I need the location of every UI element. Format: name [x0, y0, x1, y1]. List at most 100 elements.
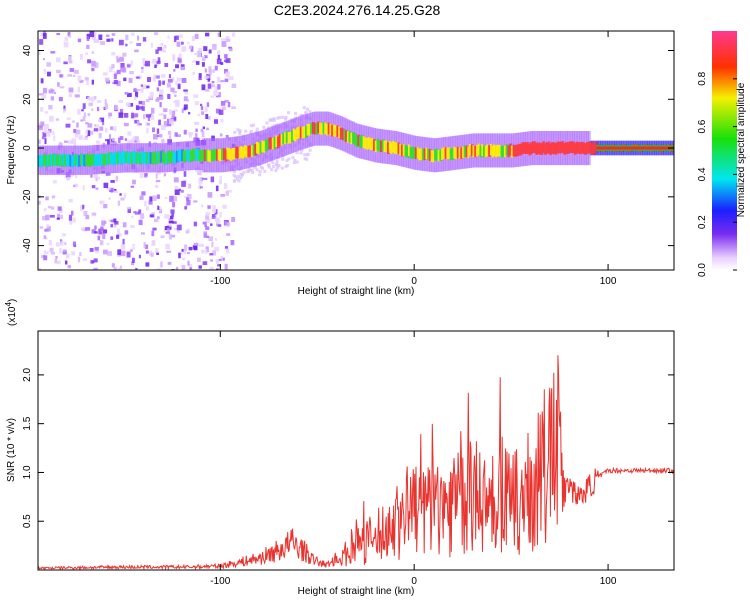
noise-speckle [272, 117, 276, 121]
noise-speckle [49, 247, 54, 253]
noise-speckle [222, 204, 227, 209]
noise-speckle [206, 235, 209, 238]
noise-speckle [67, 74, 72, 77]
noise-speckle [95, 187, 99, 190]
ridge-cell [336, 125, 340, 138]
ridge-cell [409, 147, 413, 159]
noise-speckle [57, 213, 60, 220]
ridge-cell [484, 145, 488, 158]
noise-speckle [54, 259, 58, 264]
noise-speckle [217, 270, 221, 276]
noise-speckle [207, 192, 213, 198]
snr-series-line [38, 355, 674, 570]
noise-speckle [130, 249, 133, 252]
colorbar-tick-label: 0.8 [697, 71, 708, 85]
noise-speckle [276, 164, 280, 167]
noise-speckle [185, 230, 190, 234]
noise-speckle [156, 87, 159, 92]
ridge-cell [65, 154, 69, 166]
noise-speckle [134, 96, 137, 101]
ridge-cell [367, 137, 371, 149]
noise-speckle [150, 252, 154, 257]
noise-speckle [103, 106, 106, 110]
noise-speckle [72, 241, 76, 247]
ridge-cell [547, 141, 551, 154]
noise-speckle [71, 138, 76, 145]
noise-speckle [77, 108, 81, 115]
ridge-cell [404, 145, 408, 157]
ridge-cell [223, 148, 226, 160]
noise-speckle [71, 210, 74, 216]
noise-speckle [135, 91, 139, 98]
noise-speckle [137, 123, 142, 126]
noise-speckle [52, 131, 55, 135]
noise-speckle [111, 33, 116, 36]
noise-speckle [207, 205, 211, 209]
x-tick-label: 100 [600, 276, 617, 287]
noise-speckle [91, 108, 94, 111]
ridge-cell [151, 152, 155, 165]
ridge-cell [116, 152, 120, 165]
noise-speckle [233, 170, 236, 174]
ridge-cell [184, 149, 188, 162]
ridge-cell [570, 141, 574, 153]
noise-speckle [167, 93, 171, 99]
ridge-cell [364, 137, 368, 149]
noise-speckle [146, 206, 150, 211]
noise-speckle [200, 103, 203, 107]
noise-speckle [284, 117, 287, 121]
ridge-cell [490, 143, 493, 156]
ridge-cell [383, 140, 387, 153]
noise-speckle [91, 68, 94, 71]
noise-speckle [93, 258, 98, 263]
ridge-cell [362, 136, 366, 148]
noise-speckle [292, 161, 296, 164]
ridge-cell [53, 153, 57, 166]
ridge-cell [181, 149, 185, 161]
noise-speckle [98, 132, 102, 139]
ridge-cell [542, 141, 546, 153]
noise-speckle [106, 172, 111, 176]
noise-speckle [194, 33, 199, 39]
noise-speckle [102, 233, 106, 240]
ridge-cell [72, 154, 76, 167]
noise-speckle [176, 224, 182, 231]
ridge-cell [99, 153, 103, 166]
ridge-cell [495, 145, 499, 158]
ridge-cell [472, 145, 476, 157]
noise-speckle [119, 193, 122, 196]
ridge-cell [414, 147, 418, 159]
ridge-cell [147, 151, 151, 164]
noise-speckle [164, 226, 168, 231]
noise-speckle [116, 233, 122, 237]
noise-speckle [235, 177, 239, 181]
noise-speckle [249, 130, 253, 133]
noise-speckle [247, 167, 251, 171]
noise-speckle [38, 200, 41, 205]
ridge-cell [474, 145, 478, 158]
ridge-cell [561, 141, 565, 153]
ridge-cell [469, 143, 472, 156]
noise-speckle [249, 131, 253, 135]
noise-speckle [38, 49, 41, 55]
noise-speckle [188, 111, 191, 115]
ridge-cell [135, 152, 139, 164]
noise-speckle [160, 125, 166, 131]
ridge-cell [519, 143, 523, 156]
noise-speckle [78, 135, 83, 140]
noise-speckle [153, 32, 159, 36]
noise-speckle [194, 101, 199, 105]
ridge-cell [233, 147, 237, 160]
noise-speckle [215, 108, 221, 114]
noise-speckle [188, 246, 193, 251]
noise-speckle [89, 248, 94, 252]
ridge-cell [334, 125, 338, 137]
ridge-cell [144, 152, 148, 165]
x-tick-label: -100 [210, 276, 230, 287]
noise-speckle [50, 96, 54, 101]
ridge-cell [442, 147, 446, 159]
noise-speckle [212, 209, 217, 213]
noise-speckle [172, 54, 176, 60]
noise-speckle [59, 86, 65, 89]
